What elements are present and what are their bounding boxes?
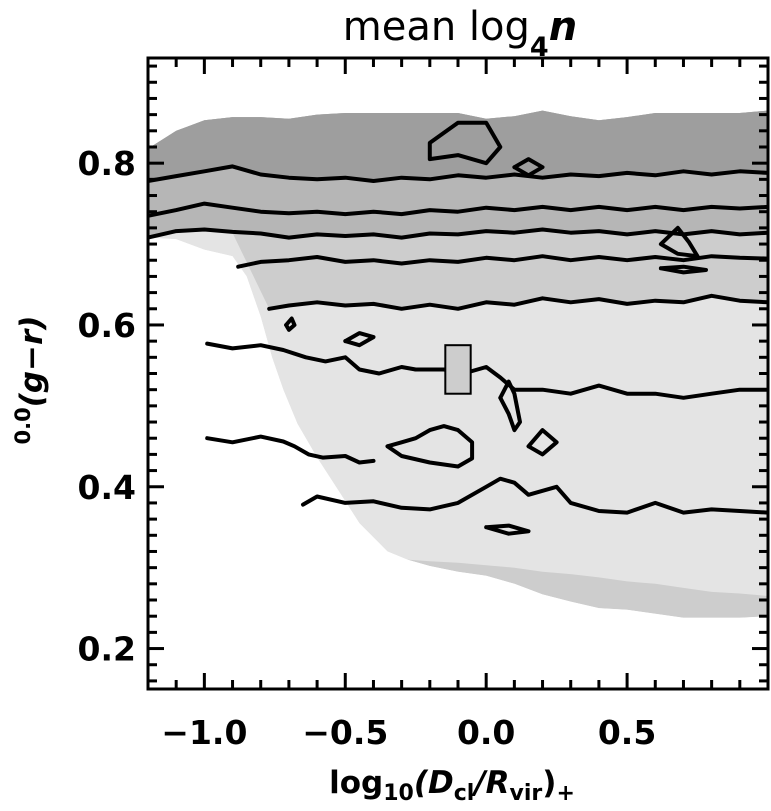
contour-line-c10 [385, 424, 475, 469]
contour-line-c4 [148, 201, 768, 218]
contour-line-c5 [148, 164, 768, 183]
title-main: mean log [343, 4, 530, 50]
level4-fill [148, 110, 768, 181]
contour-line-c1 [267, 293, 768, 311]
y-axis-label: 0.0(g−r) [11, 316, 50, 445]
plot-area [148, 110, 768, 618]
y-tick-label: 0.8 [78, 144, 136, 183]
contour-line-c13 [526, 428, 559, 457]
contour-line-c7 [205, 341, 418, 376]
contour-line-c11 [343, 331, 376, 348]
contour-line-c18 [658, 264, 708, 275]
contour-line-c16 [512, 157, 545, 178]
x-tick-label: −1.0 [161, 713, 247, 752]
y-tick-label: 0.2 [78, 630, 136, 669]
level2-fill-bottom [407, 559, 768, 618]
reference-square-marker [444, 344, 472, 395]
x-tick-labels: −1.0 −0.5 0.0 0.5 [161, 713, 656, 752]
y-tick-label: 0.4 [78, 468, 136, 507]
x-tick-label: 0.5 [598, 713, 656, 752]
title-sub: 4 [530, 32, 549, 63]
contour-line-c2 [236, 254, 768, 269]
contour-line-c12 [498, 379, 522, 433]
contour-line-c14 [484, 523, 531, 536]
contour-line-c9 [301, 476, 768, 515]
contour-line-c3 [148, 227, 768, 240]
y-tick-labels: 0.2 0.4 0.6 0.8 [78, 144, 136, 668]
contour-line-c6 [205, 434, 376, 465]
contour-line-c15 [427, 120, 503, 166]
x-tick-label: 0.0 [457, 713, 515, 752]
contour-line-c19 [284, 316, 297, 332]
contour-line-c17 [658, 225, 700, 259]
filled-levels [148, 110, 768, 618]
y-tick-label: 0.6 [78, 306, 136, 345]
axis-ticks [148, 58, 770, 689]
title-var: n [549, 4, 577, 50]
x-axis-label: log10(Dcl/Rvir)+ [329, 765, 575, 806]
x-tick-label: −0.5 [302, 713, 388, 752]
chart-title: mean log4n [343, 4, 577, 63]
